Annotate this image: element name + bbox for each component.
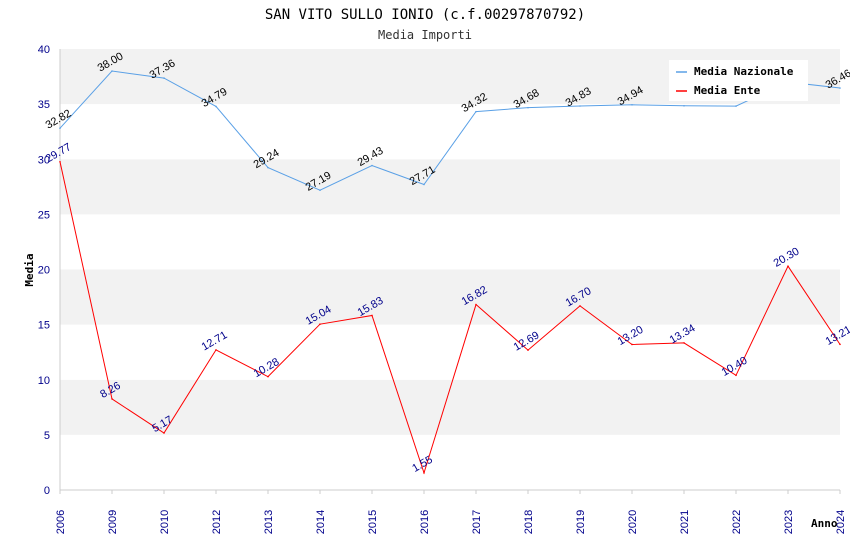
data-point [423,183,425,186]
series-line-media-nazionale [59,70,841,191]
data-point [215,105,217,108]
data-point [735,105,737,107]
x-tick-label: 2023 [783,510,795,534]
data-point [59,160,61,163]
x-tick-label: 2015 [367,510,379,534]
data-point [579,105,581,107]
x-tick-label: 2022 [731,510,743,534]
data-point [683,342,685,344]
data-point [839,343,841,346]
data-point [735,374,737,377]
data-point [111,398,113,400]
grid-band [60,159,840,215]
data-point [527,106,529,109]
data-point [267,166,269,169]
data-point [59,127,61,129]
data-point [371,314,373,317]
x-tick-label: 2018 [523,510,535,534]
data-point [163,77,165,79]
x-ticks: 2006 2009 2010 2012 2013 2014 2015 2016 2017 2018… [55,490,847,534]
data-point [787,265,789,267]
legend-label-media-ente: Media Ente [694,84,761,97]
y-tick-label: 20 [38,265,50,277]
chart-subtitle: Media Importi [378,28,472,42]
x-tick-label: 2017 [471,510,483,534]
y-ticks: 0 5 10 15 20 25 30 35 40 [38,44,50,497]
data-point [111,70,113,72]
data-point [475,303,477,306]
data-point [267,375,269,378]
legend-label-media-nazionale: Media Nazionale [694,65,794,78]
x-tick-label: 2016 [419,510,431,534]
chart-title: SAN VITO SULLO IONIO (c.f.00297870792) [265,7,585,23]
data-point [579,305,581,307]
series-line-media-ente [59,161,841,475]
data-point [527,349,529,351]
x-tick-label: 2010 [159,510,171,534]
grid-band [60,324,840,380]
y-tick-label: 30 [38,154,50,166]
x-tick-label: 2019 [575,510,587,534]
data-point [423,472,425,474]
data-point [319,323,321,325]
data-point [683,104,685,107]
x-tick-label: 2009 [107,510,119,534]
x-tick-label: 2012 [211,510,223,534]
data-point [319,189,321,192]
y-tick-label: 40 [38,44,50,56]
y-tick-label: 35 [38,99,50,111]
data-point [215,349,217,351]
legend-box [669,60,808,101]
x-tick-label: 2020 [627,510,639,534]
y-tick-label: 5 [44,430,50,442]
x-tick-label: 2013 [263,510,275,534]
grid-band [60,104,840,160]
x-axis-label: Anno [811,517,838,530]
y-tick-label: 0 [44,485,50,497]
y-axis-label: Media [23,253,36,286]
data-point [163,432,165,434]
series-group [59,70,841,475]
grid-band [60,269,840,325]
y-tick-label: 10 [38,375,50,387]
grid-bands [60,49,840,490]
data-point [631,343,633,346]
y-tick-label: 15 [38,320,50,332]
data-point [371,164,373,167]
data-point [631,103,633,106]
grid-band [60,434,840,490]
data-point [839,87,841,89]
x-tick-label: 2006 [55,510,67,534]
y-tick-label: 25 [38,209,50,221]
legend: Media Nazionale Media Ente [669,60,808,101]
grid-band [60,214,840,270]
x-tick-label: 2024 [835,510,847,534]
data-point [475,110,477,113]
x-tick-label: 2014 [315,510,327,534]
x-tick-label: 2021 [679,510,691,534]
